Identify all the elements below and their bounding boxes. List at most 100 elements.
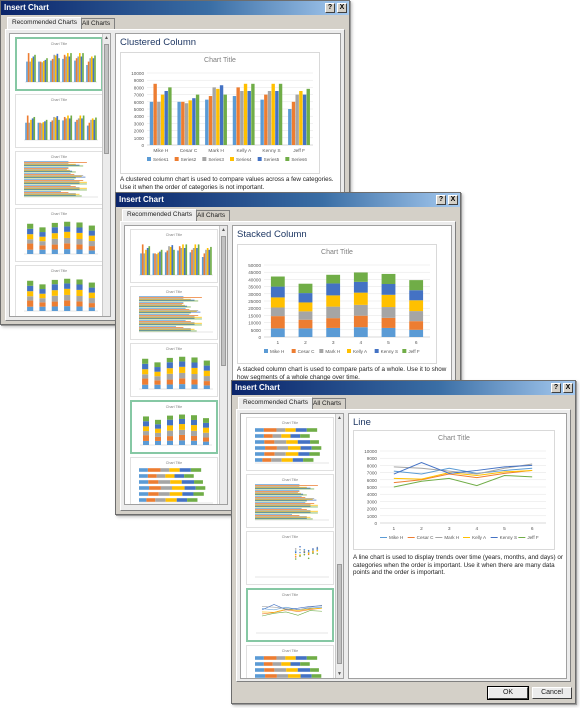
thumbnail-point (316, 547, 319, 549)
help-button[interactable]: ? (436, 195, 446, 205)
thumbnail-clustered-bar[interactable]: Chart Title (15, 151, 103, 205)
scroll-thumb[interactable] (104, 44, 109, 154)
chart-type-heading: Clustered Column (120, 37, 197, 48)
dialog-title-bar[interactable]: Insert Chart (232, 381, 575, 395)
thumbnail-bar (255, 515, 300, 516)
thumbnail-scrollbar[interactable]: ▲ ▼ (335, 414, 343, 678)
thumbnail-segment (169, 492, 183, 496)
series-line (393, 461, 533, 475)
thumbnail-bar (154, 253, 156, 275)
thumbnail-clustered-column[interactable]: Chart Title (15, 37, 103, 91)
thumbnail-bar (91, 118, 94, 140)
thumbnail-bar (24, 187, 87, 189)
tab-recommended-charts[interactable]: Recommended Charts (238, 397, 314, 409)
thumbnail-segment (88, 250, 95, 254)
thumbnail-segment (149, 486, 161, 490)
thumbnail-scrollbar[interactable]: ▲ (102, 34, 110, 316)
scroll-up-arrow-icon[interactable]: ▲ (337, 415, 342, 421)
bar-segment (353, 281, 368, 293)
thumbnail-segment (143, 421, 149, 427)
thumbnail-scatter[interactable]: Chart Title (246, 531, 334, 585)
thumbnail-segment (27, 291, 34, 297)
thumbnail-segment (142, 369, 149, 375)
thumbnail-bar (24, 193, 80, 195)
dialog-title-bar[interactable]: Insert Chart (1, 1, 349, 15)
thumbnail-bar (77, 118, 80, 140)
thumbnail-segment (203, 385, 210, 389)
help-button[interactable]: ? (325, 3, 335, 13)
thumbnail-clustered-bar[interactable]: Chart Title (246, 474, 334, 528)
thumbnail-bar (255, 506, 318, 508)
tab-all-charts[interactable]: All Charts (192, 210, 231, 221)
close-button[interactable]: X (337, 3, 347, 13)
thumbnail-bar (79, 53, 81, 82)
scroll-up-arrow-icon[interactable]: ▲ (221, 227, 226, 233)
thumbnail-bar (139, 316, 202, 318)
bar-segment (298, 319, 313, 329)
x-tick-label: 6 (531, 526, 534, 532)
bar-segment (353, 272, 368, 282)
thumbnail-segment (88, 287, 95, 293)
thumbnail-segment (303, 458, 314, 462)
thumbnail-segment (285, 452, 299, 456)
thumbnail-stacked-column[interactable]: Chart Title (130, 343, 218, 397)
thumbnail-segment (156, 474, 166, 478)
thumbnail-segment (181, 480, 195, 484)
thumbnail-bar (139, 324, 202, 326)
thumbnail-segment (203, 381, 210, 386)
thumbnail-bar (164, 252, 167, 275)
thumbnail-segment (27, 223, 34, 229)
scroll-thumb[interactable] (337, 564, 342, 664)
thumbnail-stacked-bar[interactable]: Chart Title (246, 417, 334, 471)
dialog-title-bar[interactable]: Insert Chart (116, 193, 460, 207)
close-button[interactable]: X (448, 195, 458, 205)
thumbnail-bar (206, 248, 209, 275)
thumbnail-segment (184, 474, 194, 478)
tab-all-charts[interactable]: All Charts (308, 398, 347, 409)
thumbnail-bar (29, 61, 31, 82)
thumbnail-bar (139, 306, 191, 308)
thumbnail-stacked-column-alt[interactable]: Chart Title (15, 265, 103, 316)
thumbnail-segment (290, 662, 301, 666)
thumbnail-clustered-bar[interactable]: Chart Title (130, 286, 218, 340)
legend-label: Series6 (291, 157, 307, 162)
y-tick-label: 9000 (134, 78, 145, 83)
chart-description: A line chart is used to display trends o… (353, 554, 563, 577)
bar-segment (326, 283, 341, 296)
y-tick-label: 30000 (248, 292, 261, 297)
thumbnail-bar (168, 246, 170, 275)
thumbnail-stacked-column-selected[interactable]: Chart Title (130, 400, 218, 454)
thumbnail-segment (39, 293, 46, 299)
thumbnail-stacked-bar[interactable]: Chart Title (130, 457, 218, 504)
tab-recommended-charts[interactable]: Recommended Charts (7, 17, 83, 29)
bar-segment (270, 316, 285, 329)
close-button[interactable]: X (563, 383, 573, 393)
thumbnail-segment (286, 440, 298, 444)
legend-label: Series3 (208, 157, 224, 162)
thumbnail-clustered-column-alt[interactable]: Chart Title (15, 94, 103, 148)
tab-recommended-charts[interactable]: Recommended Charts (122, 209, 198, 221)
ok-button[interactable]: OK (487, 686, 529, 700)
thumbnail-bar (94, 55, 96, 82)
y-tick-label: 9000 (367, 456, 378, 461)
scroll-thumb[interactable] (221, 236, 226, 366)
scroll-down-arrow-icon[interactable]: ▼ (337, 671, 342, 677)
scroll-up-arrow-icon[interactable]: ▲ (104, 35, 109, 41)
thumbnail-stacked-column[interactable]: Chart Title (15, 208, 103, 262)
bar (160, 94, 165, 145)
thumbnail-scrollbar[interactable]: ▲ (219, 226, 227, 504)
y-tick-label: 7000 (367, 471, 378, 476)
help-button[interactable]: ? (551, 383, 561, 393)
thumbnail-clustered-column[interactable]: Chart Title (130, 229, 218, 283)
tab-all-charts[interactable]: All Charts (77, 18, 116, 29)
thumbnail-stacked-bar-alt[interactable]: Chart Title (246, 645, 334, 678)
bar-segment (409, 300, 424, 312)
cancel-button[interactable]: Cancel (532, 687, 572, 699)
thumbnail-segment (39, 245, 46, 250)
thumbnail-bar (255, 486, 307, 488)
thumbnail-segment (272, 662, 282, 666)
thumbnail-segment (51, 233, 58, 239)
thumbnail-line-selected[interactable]: Chart Title (246, 588, 334, 642)
thumbnail-title: Chart Title (51, 98, 67, 102)
thumbnail-segment (39, 227, 46, 233)
